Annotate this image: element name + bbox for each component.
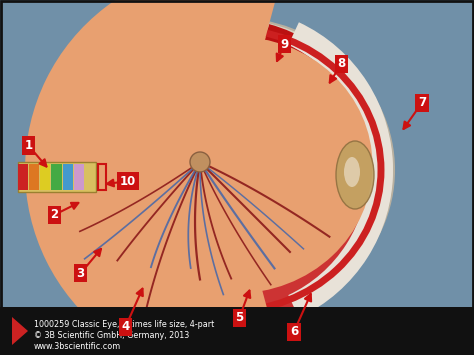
Wedge shape — [88, 211, 372, 321]
Ellipse shape — [98, 37, 373, 294]
Text: www.3bscientific.com: www.3bscientific.com — [34, 342, 121, 351]
Text: © 3B Scientific GmbH, Germany, 2013: © 3B Scientific GmbH, Germany, 2013 — [34, 331, 189, 340]
Ellipse shape — [95, 34, 375, 296]
Polygon shape — [12, 317, 28, 345]
Text: 8: 8 — [337, 58, 346, 70]
Text: 7: 7 — [418, 97, 426, 109]
FancyBboxPatch shape — [0, 307, 474, 355]
Wedge shape — [230, 24, 381, 316]
Ellipse shape — [336, 141, 374, 209]
FancyBboxPatch shape — [155, 313, 330, 345]
Ellipse shape — [75, 25, 385, 315]
Circle shape — [190, 152, 210, 172]
Text: 1: 1 — [24, 139, 33, 152]
FancyBboxPatch shape — [40, 164, 50, 190]
FancyBboxPatch shape — [185, 15, 240, 37]
Text: 9: 9 — [280, 38, 289, 51]
Wedge shape — [25, 0, 283, 355]
FancyBboxPatch shape — [74, 164, 84, 190]
FancyBboxPatch shape — [29, 164, 39, 190]
FancyBboxPatch shape — [18, 164, 28, 190]
Ellipse shape — [66, 18, 394, 322]
FancyBboxPatch shape — [51, 164, 62, 190]
Ellipse shape — [344, 157, 360, 187]
Text: 4: 4 — [121, 320, 130, 333]
Text: 1000259 Classic Eye, 3 times life size, 4-part: 1000259 Classic Eye, 3 times life size, … — [34, 320, 214, 329]
Ellipse shape — [79, 29, 381, 311]
Wedge shape — [288, 22, 393, 318]
Text: 6: 6 — [290, 326, 298, 338]
Text: 3: 3 — [76, 267, 85, 280]
Text: 5: 5 — [235, 311, 244, 324]
Text: 2: 2 — [50, 208, 59, 221]
Text: 10: 10 — [120, 175, 136, 187]
FancyBboxPatch shape — [18, 162, 96, 192]
FancyBboxPatch shape — [63, 164, 73, 190]
